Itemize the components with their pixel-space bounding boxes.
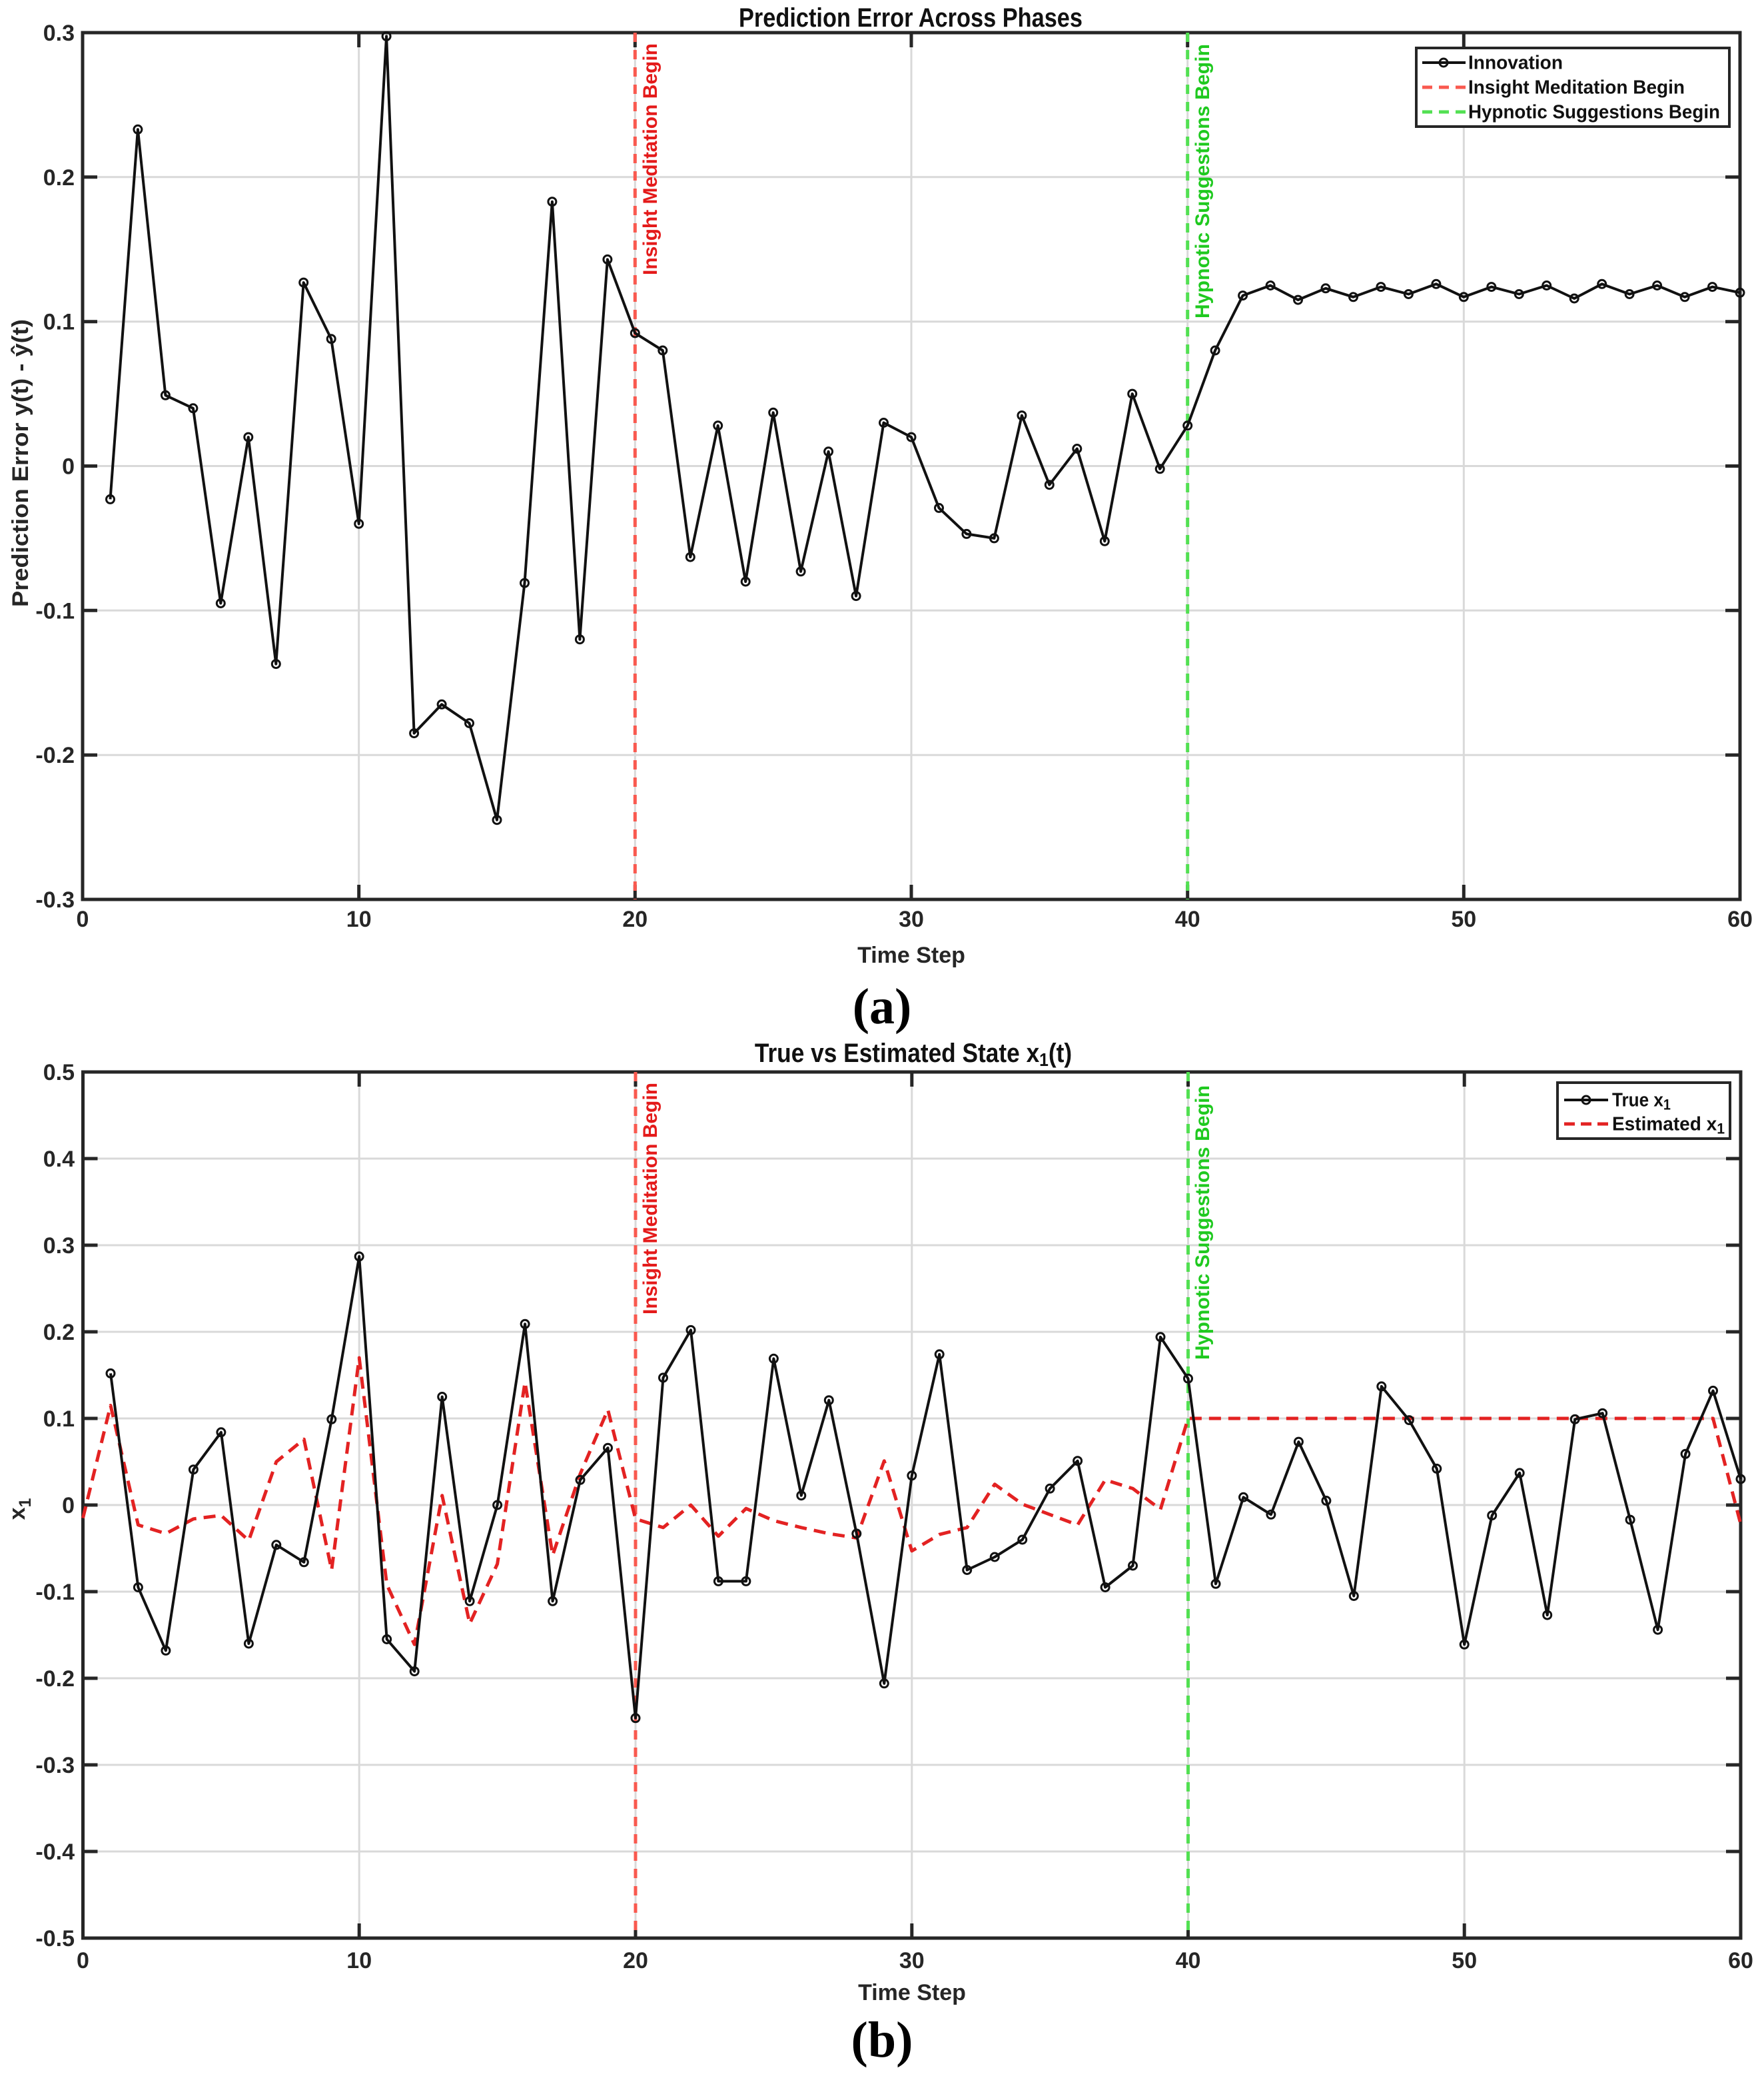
svg-text:-0.5: -0.5 xyxy=(35,1926,75,1951)
svg-text:True x1: True x1 xyxy=(1612,1089,1671,1113)
svg-text:0: 0 xyxy=(77,907,89,932)
svg-text:0.3: 0.3 xyxy=(43,1233,75,1259)
svg-text:0: 0 xyxy=(62,454,75,480)
svg-text:0.1: 0.1 xyxy=(43,1406,75,1432)
svg-text:0.2: 0.2 xyxy=(43,165,75,191)
svg-text:(a): (a) xyxy=(853,979,912,1035)
svg-text:Insight Meditation Begin: Insight Meditation Begin xyxy=(1468,77,1685,99)
svg-text:Prediction Error Across Phases: Prediction Error Across Phases xyxy=(739,3,1083,33)
svg-text:30: 30 xyxy=(899,907,924,932)
svg-text:0.4: 0.4 xyxy=(43,1147,75,1172)
svg-text:50: 50 xyxy=(1451,907,1476,932)
svg-text:20: 20 xyxy=(622,907,648,932)
svg-text:Time Step: Time Step xyxy=(858,1980,966,2005)
svg-text:0.5: 0.5 xyxy=(43,1060,75,1085)
svg-text:20: 20 xyxy=(623,1948,648,1973)
svg-text:Time Step: Time Step xyxy=(857,943,965,968)
svg-text:Estimated x1: Estimated x1 xyxy=(1612,1113,1725,1137)
svg-text:0: 0 xyxy=(62,1493,75,1518)
svg-text:Insight Meditation Begin: Insight Meditation Begin xyxy=(640,1083,662,1314)
svg-text:10: 10 xyxy=(346,1948,372,1973)
svg-text:0: 0 xyxy=(77,1948,89,1973)
svg-text:10: 10 xyxy=(346,907,372,932)
svg-text:30: 30 xyxy=(899,1948,925,1973)
svg-text:Innovation: Innovation xyxy=(1468,53,1563,74)
svg-text:-0.1: -0.1 xyxy=(35,1580,75,1605)
svg-text:True vs Estimated State x1(t): True vs Estimated State x1(t) xyxy=(755,1038,1072,1070)
svg-text:Hypnotic Suggestions Begin: Hypnotic Suggestions Begin xyxy=(1468,102,1720,123)
svg-text:50: 50 xyxy=(1452,1948,1477,1973)
svg-text:-0.2: -0.2 xyxy=(35,743,75,768)
svg-text:0.1: 0.1 xyxy=(43,310,75,335)
svg-text:0.2: 0.2 xyxy=(43,1320,75,1345)
svg-text:-0.1: -0.1 xyxy=(35,598,75,624)
svg-text:x1: x1 xyxy=(5,1498,35,1520)
svg-text:Prediction Error y(t) - ŷ(t): Prediction Error y(t) - ŷ(t) xyxy=(8,319,33,607)
svg-text:40: 40 xyxy=(1175,907,1200,932)
svg-text:-0.3: -0.3 xyxy=(35,887,75,913)
svg-text:60: 60 xyxy=(1727,907,1753,932)
svg-text:-0.2: -0.2 xyxy=(35,1666,75,1692)
svg-text:Hypnotic Suggestions Begin: Hypnotic Suggestions Begin xyxy=(1192,1085,1214,1360)
svg-text:-0.4: -0.4 xyxy=(35,1839,75,1865)
svg-text:-0.3: -0.3 xyxy=(35,1753,75,1778)
svg-text:Insight Meditation Begin: Insight Meditation Begin xyxy=(640,43,662,275)
svg-text:Hypnotic Suggestions Begin: Hypnotic Suggestions Begin xyxy=(1192,44,1214,318)
svg-text:60: 60 xyxy=(1728,1948,1753,1973)
svg-text:40: 40 xyxy=(1176,1948,1201,1973)
svg-text:0.3: 0.3 xyxy=(43,21,75,46)
svg-text:(b): (b) xyxy=(851,2012,913,2068)
